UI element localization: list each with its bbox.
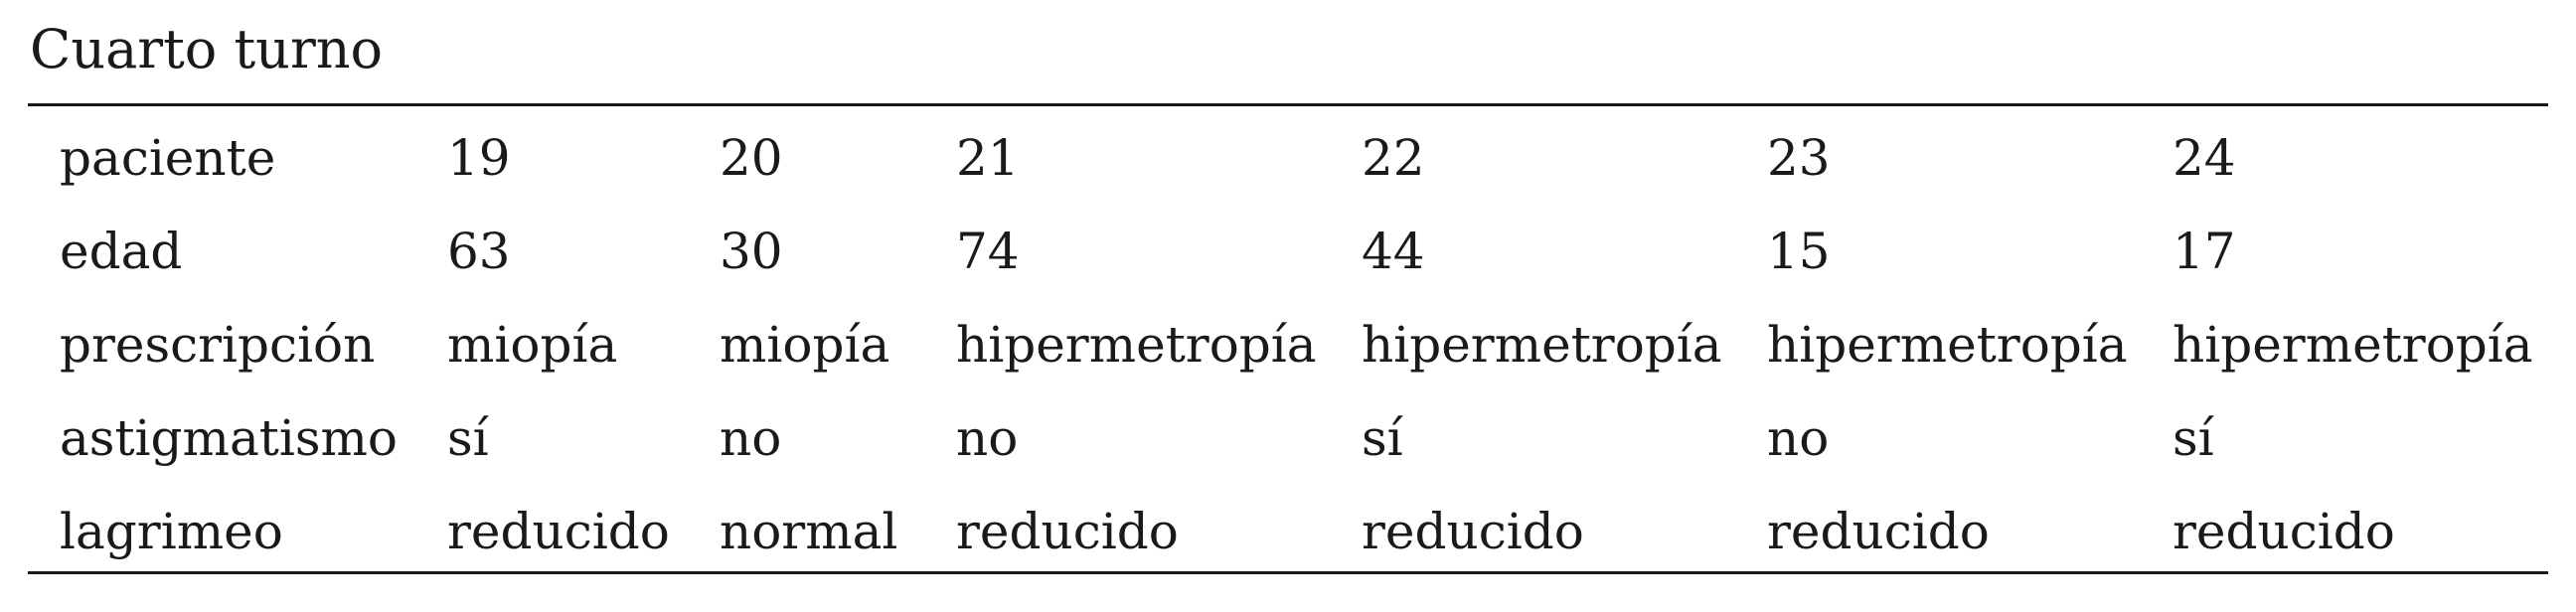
table-cell: reducido xyxy=(1767,503,1990,560)
table-caption: Cuarto turno xyxy=(30,18,384,80)
table-cell: reducido xyxy=(447,503,670,560)
row-label: prescripción xyxy=(60,316,376,374)
table-cell: no xyxy=(720,409,782,467)
table-row-astigmatismo: astigmatismo sí no no sí no sí xyxy=(28,391,2548,485)
table-cell: sí xyxy=(2173,409,2214,467)
table-cell: reducido xyxy=(2173,503,2395,560)
table-cell: sí xyxy=(447,409,489,467)
table-cell: 20 xyxy=(720,129,783,187)
table-cell: hipermetropía xyxy=(1362,316,1722,374)
table-cell: no xyxy=(1767,409,1830,467)
table-cell: normal xyxy=(720,503,898,560)
table-cell: hipermetropía xyxy=(2173,316,2533,374)
table-cell: miopía xyxy=(447,316,618,374)
table-cell: no xyxy=(956,409,1019,467)
table-cell: 19 xyxy=(447,129,511,187)
table-cell: 30 xyxy=(720,223,783,280)
table-row-lagrimeo: lagrimeo reducido normal reducido reduci… xyxy=(28,485,2548,578)
table-cell: reducido xyxy=(956,503,1179,560)
table-row-edad: edad 63 30 74 44 15 17 xyxy=(28,205,2548,298)
table-cell: 22 xyxy=(1362,129,1425,187)
table-cell: reducido xyxy=(1362,503,1584,560)
table-cell: 63 xyxy=(447,223,511,280)
patient-table: paciente 19 20 21 22 23 24 edad 63 30 74… xyxy=(28,111,2548,578)
table-row-paciente: paciente 19 20 21 22 23 24 xyxy=(28,111,2548,205)
table-cell: hipermetropía xyxy=(1767,316,2128,374)
table-cell: hipermetropía xyxy=(956,316,1317,374)
table-cell: 74 xyxy=(956,223,1020,280)
table-cell: 23 xyxy=(1767,129,1831,187)
table-row-prescripcion: prescripción miopía miopía hipermetropía… xyxy=(28,298,2548,391)
top-rule xyxy=(28,103,2548,106)
table-cell: 44 xyxy=(1362,223,1425,280)
table-cell: sí xyxy=(1362,409,1403,467)
row-label: lagrimeo xyxy=(60,503,283,560)
row-label: edad xyxy=(60,223,183,280)
table-cell: 17 xyxy=(2173,223,2236,280)
table-cell: miopía xyxy=(720,316,890,374)
table-cell: 24 xyxy=(2173,129,2236,187)
table-cell: 15 xyxy=(1767,223,1831,280)
table-cell: 21 xyxy=(956,129,1020,187)
bottom-rule xyxy=(28,571,2548,574)
row-label: astigmatismo xyxy=(60,409,399,467)
row-label: paciente xyxy=(60,129,276,187)
